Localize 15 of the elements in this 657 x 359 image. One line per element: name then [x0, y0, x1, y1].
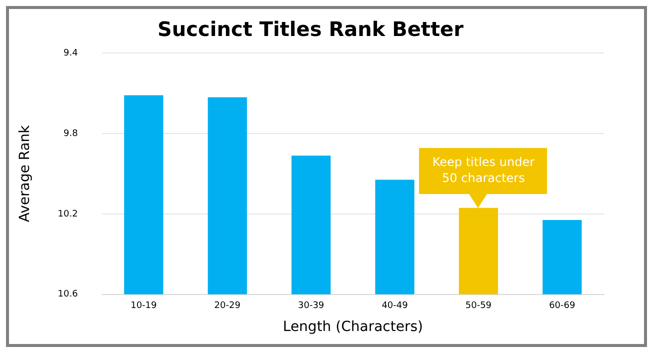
x-tick-label: 30-39 [298, 301, 324, 312]
y-tick-label: 10.2 [58, 209, 78, 220]
x-tick-label: 50-59 [465, 301, 492, 312]
y-tick-label: 9.8 [64, 128, 78, 139]
x-axis-title: Length (Characters) [282, 319, 423, 336]
x-tick-label: 40-49 [382, 301, 408, 312]
x-tick-label: 60-69 [549, 301, 576, 312]
x-tick-label: 20-29 [214, 301, 241, 312]
y-tick-label: 9.4 [64, 48, 78, 58]
chart-title: Succinct Titles Rank Better [158, 17, 464, 42]
y-axis-title: Average Rank [17, 124, 34, 222]
x-tick-label: 10-19 [130, 301, 158, 312]
speech-callout: Keep titles under 50 characters [419, 148, 548, 208]
y-tick-label: 10.6 [58, 290, 78, 300]
annotation: Keep titles under 50 characters [419, 148, 548, 194]
